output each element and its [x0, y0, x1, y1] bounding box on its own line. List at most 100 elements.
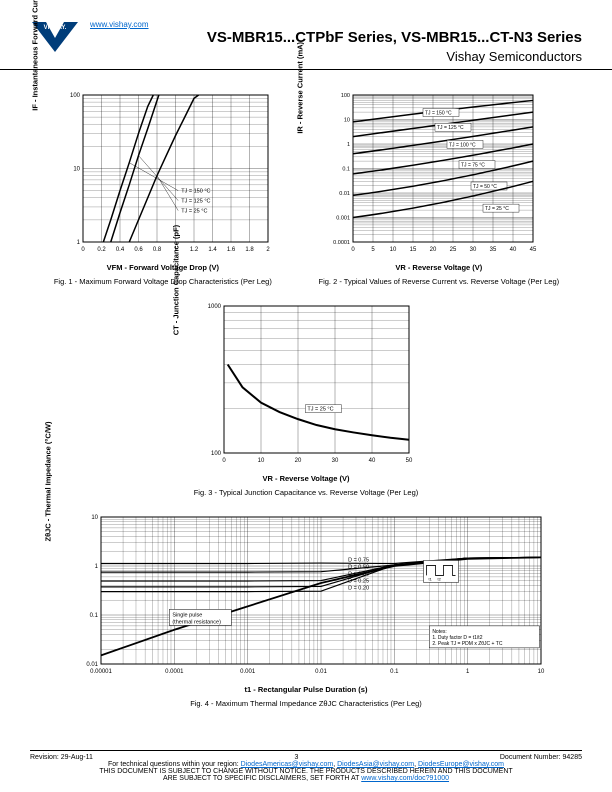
- svg-text:D = 0.75: D = 0.75: [348, 557, 369, 563]
- svg-text:15: 15: [410, 247, 417, 253]
- svg-text:D = 0.25: D = 0.25: [348, 578, 369, 584]
- svg-text:TJ = 100 °C: TJ = 100 °C: [449, 142, 476, 148]
- svg-text:(thermal resistance): (thermal resistance): [172, 619, 221, 625]
- svg-text:D = 0.33: D = 0.33: [348, 571, 369, 577]
- svg-text:30: 30: [470, 247, 477, 253]
- svg-text:TJ = 150 °C: TJ = 150 °C: [425, 110, 452, 116]
- svg-text:0.8: 0.8: [153, 247, 162, 253]
- fig3-container: CT - Junction Capacitance (pF) 010203040…: [194, 301, 419, 497]
- svg-text:10: 10: [73, 167, 80, 173]
- svg-text:TJ = 125 °C: TJ = 125 °C: [437, 125, 464, 131]
- svg-text:1.8: 1.8: [245, 247, 254, 253]
- svg-text:2. Peak TJ = PDM x ZθJC + TC: 2. Peak TJ = PDM x ZθJC + TC: [432, 641, 503, 647]
- svg-text:Single pulse: Single pulse: [172, 612, 202, 618]
- fig3-chart: 0 10 20 30 40 50 100 1000 TJ = 25 °C: [194, 301, 414, 471]
- svg-text:TJ = 75 °C: TJ = 75 °C: [461, 163, 485, 169]
- svg-text:100: 100: [341, 93, 350, 99]
- fig4-container: ZθJC - Thermal Impedance (°C/W) 0.000010…: [66, 512, 546, 708]
- svg-text:0.0001: 0.0001: [334, 240, 351, 246]
- fig4-ylabel: ZθJC - Thermal Impedance (°C/W): [44, 422, 53, 542]
- svg-text:TJ = 125 °C: TJ = 125 °C: [181, 199, 210, 205]
- logo-text: VISHAY.: [44, 25, 67, 31]
- page-subtitle: Vishay Semiconductors: [90, 49, 582, 64]
- svg-text:1: 1: [76, 240, 80, 246]
- disclaimer1: THIS DOCUMENT IS SUBJECT TO CHANGE WITHO…: [30, 768, 582, 775]
- svg-text:0: 0: [222, 458, 226, 464]
- fig3-ylabel: CT - Junction Capacitance (pF): [171, 225, 180, 335]
- fig4-chart: 0.000010.00010.0010.010.11100.010.1110Si…: [66, 512, 546, 682]
- svg-text:45: 45: [530, 247, 537, 253]
- fig4-caption: Fig. 4 - Maximum Thermal Impedance ZθJC …: [66, 699, 546, 708]
- svg-text:0.01: 0.01: [86, 662, 98, 668]
- svg-text:TJ = 150 °C: TJ = 150 °C: [181, 189, 210, 195]
- fig2-caption: Fig. 2 - Typical Values of Reverse Curre…: [318, 277, 559, 286]
- header: VISHAY. www.vishay.com VS-MBR15...CTPbF …: [0, 0, 612, 70]
- svg-text:D = 0.20: D = 0.20: [348, 585, 369, 591]
- disclaimer-link[interactable]: www.vishay.com/doc?91000: [361, 775, 449, 782]
- svg-text:1: 1: [466, 669, 470, 675]
- svg-text:0.001: 0.001: [240, 669, 256, 675]
- fig1-container: IF - Instantaneous Forward Current (A) 0…: [53, 90, 273, 286]
- svg-text:0: 0: [352, 247, 356, 253]
- svg-text:25: 25: [450, 247, 457, 253]
- fig4-xlabel: t1 - Rectangular Pulse Duration (s): [66, 685, 546, 694]
- svg-text:20: 20: [294, 458, 301, 464]
- svg-text:10: 10: [538, 669, 545, 675]
- svg-text:0.1: 0.1: [343, 167, 351, 173]
- email-europe[interactable]: DiodesEurope@vishay.com: [418, 761, 504, 768]
- fig3-xlabel: VR - Reverse Voltage (V): [194, 474, 419, 483]
- svg-text:0.6: 0.6: [134, 247, 143, 253]
- svg-text:10: 10: [257, 458, 264, 464]
- fig2-chart: 0510152025303540450.00010.0010.010.11101…: [318, 90, 538, 260]
- svg-text:0.001: 0.001: [337, 216, 351, 222]
- svg-text:2: 2: [266, 247, 270, 253]
- doc-number: Document Number: 94285: [500, 754, 582, 761]
- disclaimer2: ARE SUBJECT TO SPECIFIC DISCLAIMERS, SET…: [163, 775, 359, 782]
- svg-text:0.1: 0.1: [390, 669, 399, 675]
- svg-text:1000: 1000: [207, 304, 221, 310]
- svg-text:1.4: 1.4: [208, 247, 217, 253]
- svg-text:TJ = 25 °C: TJ = 25 °C: [307, 407, 333, 413]
- svg-text:40: 40: [368, 458, 375, 464]
- svg-text:0.01: 0.01: [340, 191, 351, 197]
- svg-text:5: 5: [372, 247, 376, 253]
- svg-text:50: 50: [405, 458, 412, 464]
- svg-text:0.0001: 0.0001: [165, 669, 184, 675]
- content-area: IF - Instantaneous Forward Current (A) 0…: [0, 70, 612, 743]
- svg-text:100: 100: [70, 93, 81, 99]
- fig1-ylabel: IF - Instantaneous Forward Current (A): [30, 0, 39, 111]
- svg-text:1.6: 1.6: [227, 247, 236, 253]
- svg-text:0: 0: [81, 247, 85, 253]
- svg-text:1: 1: [347, 142, 350, 148]
- svg-text:100: 100: [211, 451, 222, 457]
- svg-text:40: 40: [510, 247, 517, 253]
- footer: Revision: 29-Aug-11 3 Document Number: 9…: [30, 750, 582, 782]
- svg-text:0.00001: 0.00001: [90, 669, 112, 675]
- revision: Revision: 29-Aug-11: [30, 754, 93, 761]
- svg-text:TJ = 25 °C: TJ = 25 °C: [181, 209, 207, 215]
- email-americas[interactable]: DiodesAmericas@vishay.com: [241, 761, 334, 768]
- svg-text:0.4: 0.4: [116, 247, 125, 253]
- fig1-caption: Fig. 1 - Maximum Forward Voltage Drop Ch…: [53, 277, 273, 286]
- svg-text:0.01: 0.01: [315, 669, 327, 675]
- fig3-caption: Fig. 3 - Typical Junction Capacitance vs…: [194, 488, 419, 497]
- page-number: 3: [294, 754, 298, 761]
- fig2-ylabel: IR - Reverse Current (mA): [296, 42, 305, 134]
- vishay-url[interactable]: www.vishay.com: [90, 20, 149, 29]
- footer-tech: For technical questions within your regi…: [108, 761, 239, 768]
- fig2-xlabel: VR - Reverse Voltage (V): [318, 263, 559, 272]
- svg-text:D = 0.50: D = 0.50: [348, 564, 369, 570]
- svg-text:30: 30: [331, 458, 338, 464]
- svg-text:10: 10: [91, 515, 98, 521]
- svg-text:TJ = 50 °C: TJ = 50 °C: [473, 184, 497, 190]
- svg-text:1.2: 1.2: [190, 247, 199, 253]
- svg-text:0.2: 0.2: [97, 247, 106, 253]
- svg-text:35: 35: [490, 247, 497, 253]
- svg-text:1: 1: [95, 564, 99, 570]
- svg-text:20: 20: [430, 247, 437, 253]
- fig1-xlabel: VFM - Forward Voltage Drop (V): [53, 263, 273, 272]
- page-title: VS-MBR15...CTPbF Series, VS-MBR15...CT-N…: [90, 29, 582, 46]
- svg-text:TJ = 25 °C: TJ = 25 °C: [485, 206, 509, 212]
- svg-text:10: 10: [390, 247, 397, 253]
- email-asia[interactable]: DiodesAsia@vishay.com: [337, 761, 414, 768]
